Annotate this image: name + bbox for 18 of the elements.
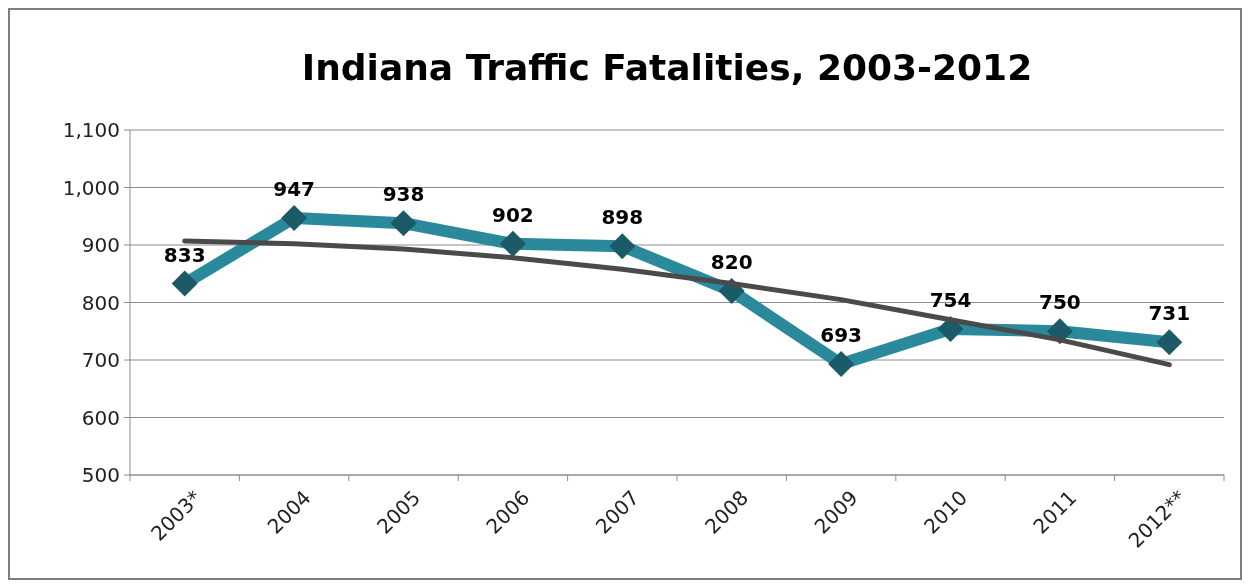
data-label: 833 [163,242,206,267]
y-tick-label: 800 [81,290,120,315]
data-label: 750 [1039,290,1081,315]
data-label: 731 [1148,301,1191,326]
y-tick-label: 900 [81,233,120,257]
chart-title: Indiana Traffic Fatalities, 2003-2012 [301,47,1033,88]
data-label: 693 [820,323,862,348]
y-tick-label: 500 [81,463,120,487]
data-label: 947 [273,176,315,201]
data-label: 902 [492,202,534,227]
y-tick-label: 700 [81,348,120,372]
data-label: 754 [929,287,972,312]
y-tick-label: 600 [81,405,120,430]
y-tick-label: 1,000 [62,175,120,200]
data-label: 938 [382,182,425,207]
y-tick-label: 1,100 [62,118,120,142]
data-label: 820 [710,250,753,274]
data-label: 898 [601,205,644,230]
